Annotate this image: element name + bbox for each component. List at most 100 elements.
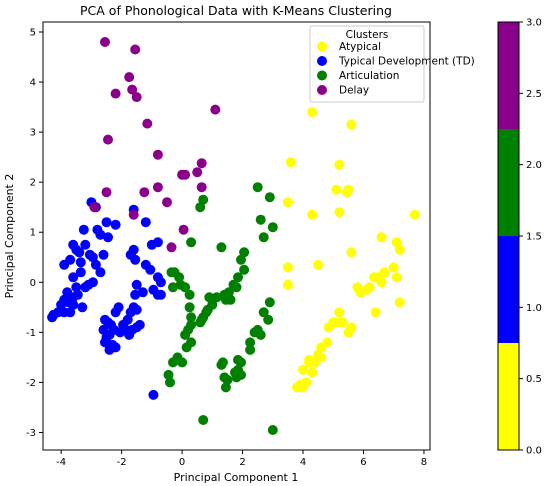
series-0 [282,107,420,393]
x-tick-label: -4 [56,457,66,468]
data-point [394,244,405,255]
data-point [196,158,207,169]
data-point [298,364,308,375]
data-point [295,379,305,390]
data-point [68,299,79,310]
data-point [56,299,67,310]
y-axis-label: Principal Component 2 [3,174,16,299]
data-point [186,237,197,248]
data-point [145,264,156,275]
data-point [177,357,188,368]
data-point [219,372,230,383]
data-point [48,309,59,320]
data-point [178,224,189,235]
data-point [78,224,89,235]
legend-marker [317,56,327,66]
data-point [376,232,387,243]
colorbar-tick-label: 0.0 [526,446,542,457]
data-point [369,272,380,283]
data-point [128,209,139,220]
data-point [68,272,79,283]
data-point [90,259,101,270]
data-point [334,307,345,318]
data-point [77,302,88,313]
x-tick-label: 8 [421,457,427,468]
data-point [391,272,402,283]
data-point [267,425,278,435]
legend-marker [317,70,327,81]
series-1 [47,197,166,400]
data-point [130,289,141,300]
data-point [264,297,275,308]
data-point [313,349,324,360]
data-point [65,307,76,318]
data-point [236,357,246,368]
y-tick-label: 0 [30,278,36,289]
data-point [307,367,318,378]
x-tick-label: 4 [300,457,306,468]
data-point [140,217,151,228]
data-point [196,314,207,325]
data-point [252,182,263,193]
data-point [282,262,293,273]
data-point [124,329,135,340]
y-tick-label: 2 [30,178,36,189]
data-point [75,267,86,278]
data-point [388,262,399,273]
plot-frame [42,21,431,451]
data-point [307,107,318,118]
data-point [163,369,174,380]
data-point [152,149,163,160]
data-point [155,277,166,288]
data-point [152,182,163,193]
data-point [245,344,256,355]
colorbar-tick-label: 1.0 [526,303,542,314]
plot-area [47,37,420,435]
data-point [137,287,148,298]
series-3 [89,37,221,253]
y-tick-label: 4 [30,78,36,89]
data-point [264,192,275,203]
y-tick-label: 5 [30,28,36,39]
legend-box [309,25,425,103]
data-point [75,257,86,268]
x-tick-label: 0 [179,457,185,468]
data-point [148,389,159,400]
legend-label: Atypical [339,41,381,53]
data-point [210,104,221,115]
data-point [115,327,126,338]
data-point [352,282,363,293]
data-point [239,264,250,275]
y-axis: -3 -2 -1 0 1 2 3 4 5 [26,28,43,439]
data-point [89,202,100,213]
legend-label: Delay [339,85,369,97]
data-point [181,342,192,353]
legend-label: Typical Development (TD) [338,56,475,68]
data-point [220,294,231,305]
colorbar-tick-label: 2.5 [526,89,542,100]
legend: Clusters Atypical Typical Development (TD… [309,25,475,103]
colorbar-tick-label: 1.5 [526,232,542,243]
data-point [186,312,197,323]
data-point [204,292,215,303]
data-point [231,282,242,293]
data-point [168,282,178,293]
data-point [152,237,163,248]
data-point [95,229,106,240]
data-point [177,169,188,180]
data-point [282,197,293,208]
data-point [101,187,112,198]
data-point [131,92,142,103]
data-point [103,232,113,243]
data-point [258,232,269,243]
legend-label: Articulation [339,70,399,82]
chart-title: PCA of Phonological Data with K-Means Cl… [80,3,392,18]
data-point [87,277,98,288]
data-point [361,284,372,295]
data-point [130,254,141,265]
data-point [307,209,318,220]
data-point [233,272,243,283]
data-point [376,277,387,288]
x-tick-label: -2 [117,457,127,468]
data-point [346,119,357,130]
